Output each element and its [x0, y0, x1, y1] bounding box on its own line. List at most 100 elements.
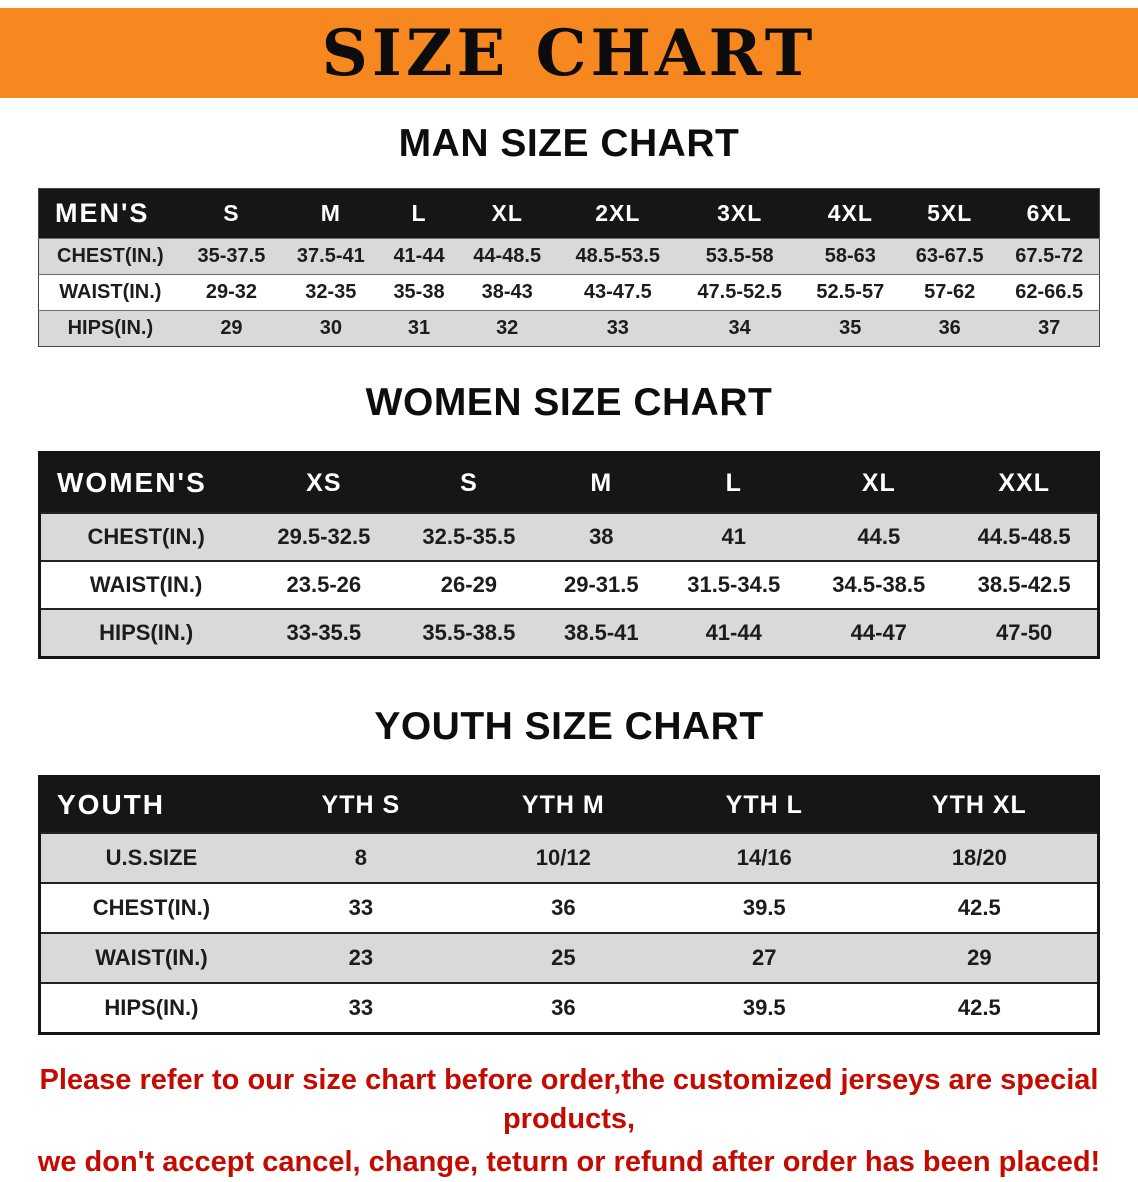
value-cell: 67.5-72 [1015, 245, 1084, 267]
youth-section-heading: YOUTH SIZE CHART [374, 705, 764, 748]
table-header-row: YOUTH YTH S YTH M YTH L YTH XL [39, 776, 1099, 833]
value-cell: 29 [220, 317, 243, 339]
size-header-cell: YTH S [261, 776, 460, 833]
size-header-cell: M [541, 452, 662, 513]
value-cell: 36 [551, 895, 576, 920]
women-section-heading: WOMEN SIZE CHART [365, 381, 773, 424]
value-cell: 32.5-35.5 [422, 524, 516, 549]
table-row: U.S.SIZE 8 10/12 14/16 18/20 [39, 833, 1099, 883]
value-cell: 38.5-42.5 [977, 572, 1071, 597]
value-cell: 29 [967, 945, 992, 970]
table-row: CHEST(IN.) 35-37.5 37.5-41 41-44 44-48.5 48.5… [38, 238, 1100, 275]
row-label-cell: HIPS(IN.) [67, 317, 154, 339]
value-cell: 32-35 [305, 281, 357, 303]
value-cell: 23.5-26 [286, 572, 362, 597]
size-chart-page: SIZE CHART MAN SIZE CHART MEN'S S M L XL 2XL 3… [0, 8, 1138, 1182]
row-label-cell: WAIST(IN.) [95, 945, 208, 970]
value-cell: 30 [319, 317, 342, 339]
banner: SIZE CHART [0, 8, 1138, 98]
value-cell: 62-66.5 [1015, 281, 1084, 303]
value-cell: 39.5 [742, 895, 786, 920]
page-title: SIZE CHART [321, 15, 817, 91]
men-section-heading: MAN SIZE CHART [398, 122, 740, 165]
row-label-cell: CHEST(IN.) [87, 524, 205, 549]
table-title-cell: WOMEN'S [39, 452, 252, 513]
table-row: WAIST(IN.) 23.5-26 26-29 29-31.5 31.5-34.5 34… [39, 561, 1099, 609]
size-header-cell: XS [251, 452, 397, 513]
value-cell: 43-47.5 [583, 281, 652, 303]
value-cell: 10/12 [535, 845, 591, 870]
women-size-section: WOMEN SIZE CHART WOMEN'S XS S M L XL XXL CHEST(… [0, 381, 1138, 659]
value-cell: 25 [551, 945, 576, 970]
table-row: HIPS(IN.) 33 36 39.5 42.5 [39, 983, 1099, 1034]
value-cell: 33 [606, 317, 629, 339]
table-header-row: WOMEN'S XS S M L XL XXL [39, 452, 1099, 513]
value-cell: 39.5 [742, 995, 786, 1020]
value-cell: 57-62 [924, 281, 976, 303]
value-cell: 33 [348, 895, 374, 920]
value-cell: 42.5 [957, 895, 1001, 920]
disclaimer-line-2: we don't accept cancel, change, teturn o… [37, 1146, 1101, 1179]
value-cell: 18/20 [951, 845, 1007, 870]
men-size-table: MEN'S S M L XL 2XL 3XL 4XL 5XL 6XL CHEST(IN.) 35-37… [38, 188, 1100, 347]
table-title-cell: MEN'S [38, 188, 182, 239]
value-cell: 33 [348, 995, 374, 1020]
value-cell: 35-37.5 [197, 245, 266, 267]
value-cell: 32 [496, 317, 519, 339]
value-cell: 33-35.5 [286, 620, 362, 645]
table-row: WAIST(IN.) 23 25 27 29 [39, 933, 1099, 983]
men-size-section: MAN SIZE CHART MEN'S S M L XL 2XL 3XL 4XL 5XL 6XL… [0, 122, 1138, 347]
value-cell: 35-38 [393, 281, 445, 303]
value-cell: 29.5-32.5 [277, 524, 371, 549]
value-cell: 35.5-38.5 [422, 620, 516, 645]
size-header-cell: XL [457, 188, 557, 239]
size-header-cell: 6XL [999, 188, 1100, 239]
value-cell: 42.5 [957, 995, 1001, 1020]
value-cell: 48.5-53.5 [575, 245, 661, 267]
size-header-cell: 5XL [899, 188, 1000, 239]
table-row: HIPS(IN.) 29 30 31 32 33 34 35 36 37 [38, 310, 1100, 347]
value-cell: 41-44 [393, 245, 445, 267]
size-header-cell: XXL [951, 452, 1099, 513]
size-header-cell: YTH L [666, 776, 862, 833]
value-cell: 14/16 [736, 845, 792, 870]
value-cell: 47-50 [996, 620, 1053, 645]
row-label-cell: CHEST(IN.) [92, 895, 211, 920]
value-cell: 47.5-52.5 [697, 281, 782, 303]
value-cell: 38-43 [481, 281, 533, 303]
value-cell: 52.5-57 [816, 281, 885, 303]
table-row: WAIST(IN.) 29-32 32-35 35-38 38-43 43-47.5 47.… [38, 274, 1100, 311]
size-header-cell: YTH M [459, 776, 667, 833]
size-header-cell: S [181, 188, 282, 239]
table-header-row: MEN'S S M L XL 2XL 3XL 4XL 5XL 6XL [38, 188, 1100, 239]
value-cell: 58-63 [824, 245, 876, 267]
value-cell: 34 [728, 317, 751, 339]
size-header-cell: M [281, 188, 381, 239]
value-cell: 36 [551, 995, 576, 1020]
youth-size-section: YOUTH SIZE CHART YOUTH YTH S YTH M YTH L YTH… [0, 705, 1138, 1035]
value-cell: 23 [348, 945, 374, 970]
value-cell: 31 [407, 317, 431, 339]
youth-size-table: YOUTH YTH S YTH M YTH L YTH XL U.S.SIZE 8 10/12… [38, 775, 1100, 1035]
size-header-cell: L [380, 188, 458, 239]
row-label-cell: U.S.SIZE [105, 845, 198, 870]
value-cell: 44.5 [857, 524, 901, 549]
value-cell: 37.5-41 [296, 245, 365, 267]
value-cell: 38 [589, 524, 614, 549]
size-header-cell: S [396, 452, 542, 513]
value-cell: 44-47 [850, 620, 907, 645]
value-cell: 38.5-41 [564, 620, 639, 645]
value-cell: 26-29 [440, 572, 498, 597]
row-label-cell: HIPS(IN.) [99, 620, 194, 645]
value-cell: 36 [938, 317, 961, 339]
table-row: CHEST(IN.) 29.5-32.5 32.5-35.5 38 41 44.5 44.5… [39, 513, 1099, 561]
value-cell: 35 [839, 317, 862, 339]
value-cell: 31.5-34.5 [687, 572, 781, 597]
size-header-cell: L [661, 452, 807, 513]
row-label-cell: WAIST(IN.) [59, 281, 162, 303]
value-cell: 41-44 [705, 620, 762, 645]
size-header-cell: 2XL [556, 188, 679, 239]
value-cell: 34.5-38.5 [832, 572, 926, 597]
value-cell: 29-32 [205, 281, 258, 303]
value-cell: 27 [752, 945, 777, 970]
